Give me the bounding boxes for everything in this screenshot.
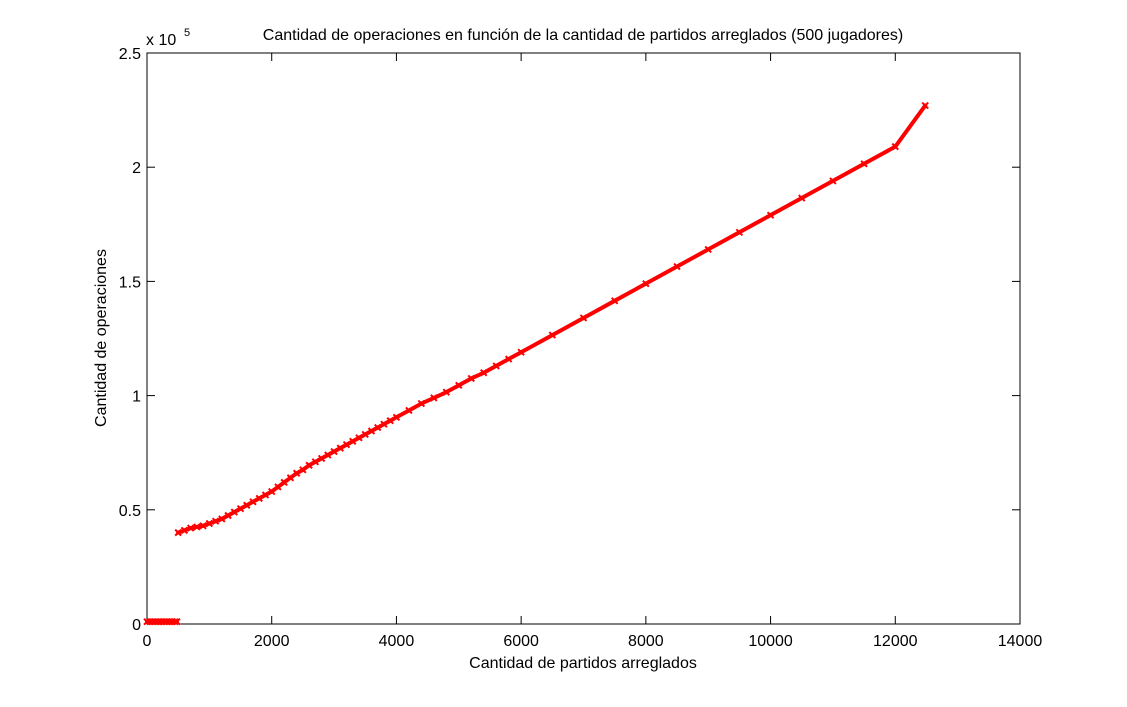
axes-box xyxy=(146,52,1021,625)
data-band-segment xyxy=(675,247,711,269)
y-exponent-power: 5 xyxy=(184,27,190,39)
data-band-segment xyxy=(494,357,511,368)
data-band-segment xyxy=(519,333,555,355)
data-band-segment xyxy=(419,395,436,406)
data-band-segment xyxy=(612,281,648,303)
x-tick-label: 10000 xyxy=(748,633,793,650)
x-tick-label: 4000 xyxy=(379,633,415,650)
chart-title: Cantidad de operaciones en función de la… xyxy=(263,27,903,44)
data-band-segment xyxy=(737,213,773,235)
y-exponent: x 10 5 xyxy=(146,27,190,49)
x-tick-label: 6000 xyxy=(503,633,539,650)
x-tick-label: 8000 xyxy=(628,633,664,650)
x-tick-label: 0 xyxy=(143,633,152,650)
x-tick-label: 2000 xyxy=(254,633,290,650)
data-band-segment xyxy=(406,401,424,413)
data-band-segment xyxy=(481,363,499,375)
x-axis-label: Cantidad de partidos arreglados xyxy=(469,655,697,672)
data-band-segment xyxy=(830,161,867,183)
y-axis: 0 0.5 1 1.5 2 2.5 xyxy=(119,46,1020,634)
data-band-segment xyxy=(550,315,586,338)
x-tick-label: 12000 xyxy=(873,633,918,650)
data-band-segment xyxy=(581,298,617,320)
data-band-segment xyxy=(643,264,680,286)
data-band-segment xyxy=(768,196,804,218)
data-band-segment xyxy=(394,408,411,420)
y-tick-label: 1.5 xyxy=(119,274,141,291)
y-axis-label: Cantidad de operaciones xyxy=(93,249,110,427)
data-band-segment xyxy=(862,144,898,166)
data-series xyxy=(143,101,929,626)
plot-area: 0 2000 4000 6000 8000 10000 12000 14000 0 0.5 1 1.… xyxy=(119,46,1043,650)
x-axis: 0 2000 4000 6000 8000 10000 12000 14000 xyxy=(143,53,1043,650)
data-band-segment xyxy=(799,178,835,201)
data-band-segment xyxy=(444,383,461,395)
y-exponent-label: x 10 xyxy=(146,32,176,49)
y-tick-label: 2.5 xyxy=(119,46,141,63)
data-band-segment xyxy=(469,370,486,381)
data-band-segment xyxy=(893,103,928,149)
y-tick-label: 1 xyxy=(132,389,141,406)
y-tick-label: 0.5 xyxy=(119,503,141,520)
data-band-segment xyxy=(506,350,524,362)
x-tick-label: 14000 xyxy=(998,633,1043,650)
data-band-segment xyxy=(706,230,742,252)
data-band-segment xyxy=(431,390,449,400)
data-band-segment xyxy=(456,376,474,388)
y-tick-label: 0 xyxy=(132,617,141,634)
y-tick-label: 2 xyxy=(132,160,141,177)
